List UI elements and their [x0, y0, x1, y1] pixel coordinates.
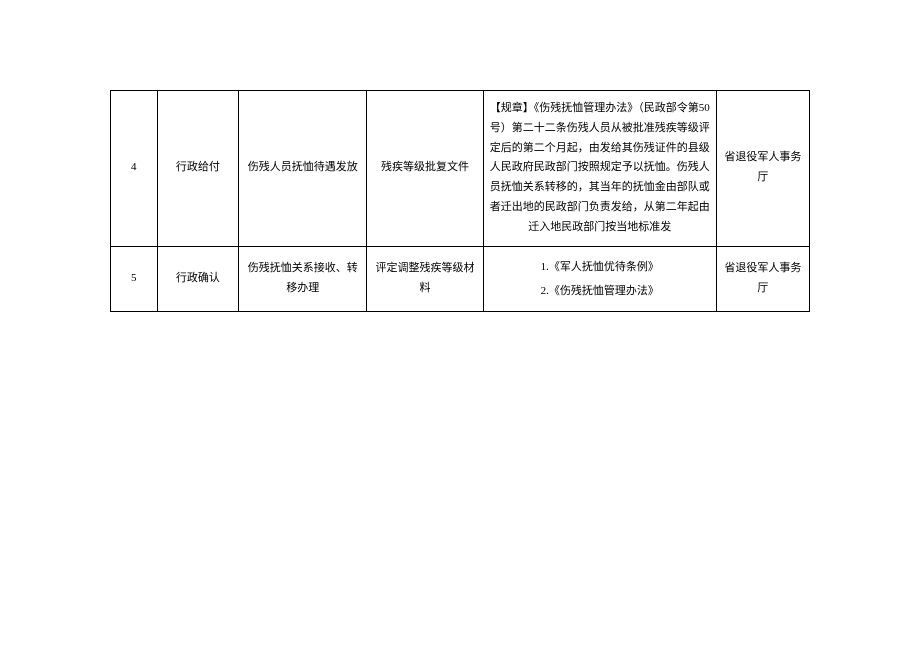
cell-material: 评定调整残疾等级材料	[367, 246, 484, 311]
cell-seq: 4	[111, 91, 158, 247]
cell-dept: 省退役军人事务厅	[716, 246, 809, 311]
cell-basis: 【规章】《伤残抚恤管理办法》（民政部令第50号）第二十二条伤残人员从被批准残疾等…	[483, 91, 716, 247]
cell-type: 行政给付	[157, 91, 239, 247]
cell-basis: 1.《军人抚恤优待条例》 2.《伤残抚恤管理办法》	[483, 246, 716, 311]
table-row: 4 行政给付 伤残人员抚恤待遇发放 残疾等级批复文件 【规章】《伤残抚恤管理办法…	[111, 91, 810, 247]
admin-items-table: 4 行政给付 伤残人员抚恤待遇发放 残疾等级批复文件 【规章】《伤残抚恤管理办法…	[110, 90, 810, 312]
basis-item: 1.《军人抚恤优待条例》	[488, 255, 712, 279]
cell-dept: 省退役军人事务厅	[716, 91, 809, 247]
basis-item: 2.《伤残抚恤管理办法》	[488, 279, 712, 303]
cell-item: 伤残抚恤关系接收、转移办理	[239, 246, 367, 311]
cell-item: 伤残人员抚恤待遇发放	[239, 91, 367, 247]
cell-type: 行政确认	[157, 246, 239, 311]
cell-seq: 5	[111, 246, 158, 311]
cell-material: 残疾等级批复文件	[367, 91, 484, 247]
table-row: 5 行政确认 伤残抚恤关系接收、转移办理 评定调整残疾等级材料 1.《军人抚恤优…	[111, 246, 810, 311]
